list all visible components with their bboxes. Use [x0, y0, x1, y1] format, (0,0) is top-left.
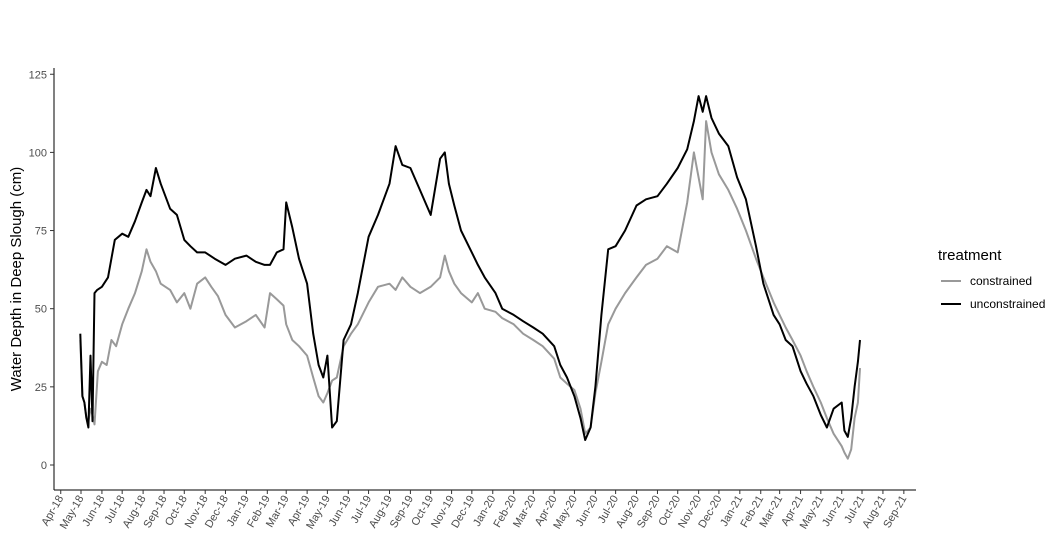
y-tick-label: 50: [35, 304, 47, 316]
legend-label-constrained: constrained: [970, 274, 1032, 288]
series-line-unconstrained: [79, 95, 861, 441]
legend-label-unconstrained: unconstrained: [970, 297, 1045, 311]
y-tick-label: 125: [29, 69, 47, 81]
x-axis: Apr-18May-18Jun-18Jul-18Aug-18Sep-18Oct-…: [39, 489, 916, 531]
y-tick-label: 25: [35, 382, 47, 394]
y-tick-label: 0: [41, 460, 47, 472]
x-ticks: Apr-18May-18Jun-18Jul-18Aug-18Sep-18Oct-…: [39, 490, 909, 531]
plot-series: [79, 95, 861, 460]
y-axis: 0 25 50 75 100 125: [29, 68, 55, 490]
legend-item-constrained: constrained: [941, 274, 1032, 288]
y-ticks: 0 25 50 75 100 125: [29, 69, 54, 472]
series-line-constrained: [79, 120, 861, 460]
y-tick-label: 75: [35, 226, 47, 238]
legend-item-unconstrained: unconstrained: [941, 297, 1045, 311]
y-axis-title: Water Depth in Deep Slough (cm): [8, 167, 25, 392]
legend: treatment constrained unconstrained: [938, 247, 1045, 311]
y-tick-label: 100: [29, 147, 47, 159]
legend-title: treatment: [938, 247, 1002, 264]
